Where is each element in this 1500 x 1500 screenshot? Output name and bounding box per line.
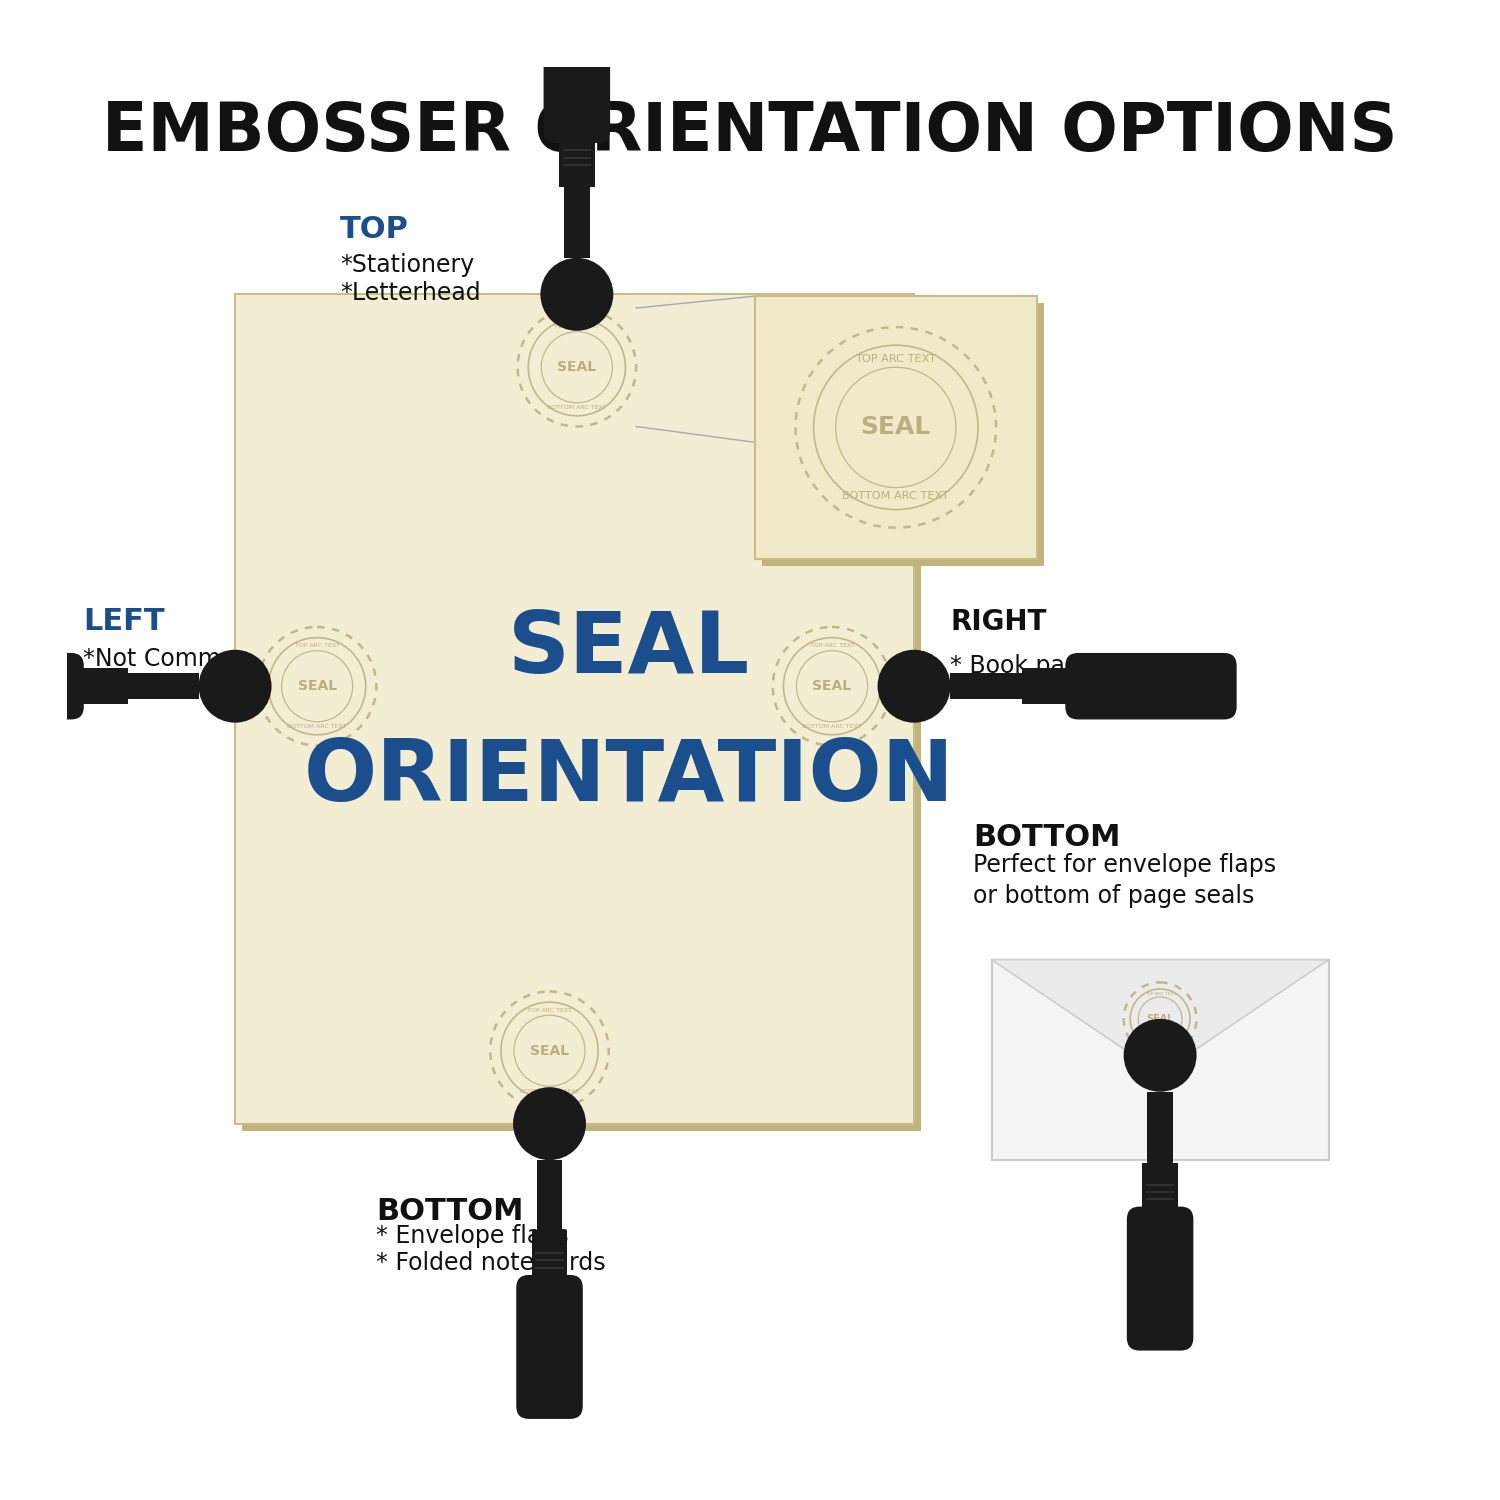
Text: BOTTOM: BOTTOM xyxy=(974,824,1120,852)
FancyBboxPatch shape xyxy=(236,294,913,1124)
Text: TOP: TOP xyxy=(340,214,410,244)
Text: BOTTOM ARC TEXT: BOTTOM ARC TEXT xyxy=(548,405,606,410)
FancyBboxPatch shape xyxy=(754,296,1036,558)
FancyBboxPatch shape xyxy=(0,652,84,720)
FancyBboxPatch shape xyxy=(126,674,198,699)
FancyBboxPatch shape xyxy=(531,1232,567,1290)
FancyBboxPatch shape xyxy=(762,303,1044,566)
Text: or bottom of page seals: or bottom of page seals xyxy=(974,884,1254,908)
Text: SEAL: SEAL xyxy=(1146,1014,1174,1025)
Text: * Folded note cards: * Folded note cards xyxy=(376,1251,606,1275)
Text: TOP ARC TEXT: TOP ARC TEXT xyxy=(1144,992,1176,996)
FancyBboxPatch shape xyxy=(951,674,1023,699)
Text: TOP ARC TEXT: TOP ARC TEXT xyxy=(555,324,600,330)
Text: *Letterhead: *Letterhead xyxy=(340,280,480,304)
Text: LEFT: LEFT xyxy=(82,608,165,636)
Text: SEAL: SEAL xyxy=(813,680,852,693)
Text: SEAL: SEAL xyxy=(297,680,336,693)
Text: BOTTOM ARC TEXT: BOTTOM ARC TEXT xyxy=(1140,1041,1180,1046)
Text: *Not Common: *Not Common xyxy=(82,646,251,670)
FancyBboxPatch shape xyxy=(1126,1206,1194,1350)
FancyBboxPatch shape xyxy=(537,1160,562,1233)
Text: BOTTOM ARC TEXT: BOTTOM ARC TEXT xyxy=(843,490,950,501)
Text: TOP ARC TEXT: TOP ARC TEXT xyxy=(294,644,339,648)
FancyBboxPatch shape xyxy=(543,0,610,142)
Text: *Stationery: *Stationery xyxy=(340,254,474,278)
Text: SEAL: SEAL xyxy=(558,360,597,374)
Polygon shape xyxy=(992,960,1329,1074)
Circle shape xyxy=(540,258,614,332)
Text: BOTTOM ARC TEXT: BOTTOM ARC TEXT xyxy=(288,724,346,729)
Text: Perfect for envelope flaps: Perfect for envelope flaps xyxy=(974,853,1276,877)
Text: BOTTOM ARC TEXT: BOTTOM ARC TEXT xyxy=(520,1089,579,1094)
FancyBboxPatch shape xyxy=(1143,1162,1178,1221)
Text: SEAL: SEAL xyxy=(861,416,932,440)
FancyBboxPatch shape xyxy=(243,302,921,1131)
FancyBboxPatch shape xyxy=(564,184,590,258)
Text: * Envelope flaps: * Envelope flaps xyxy=(376,1224,568,1248)
FancyBboxPatch shape xyxy=(560,129,594,188)
Text: SEAL: SEAL xyxy=(530,1044,568,1058)
FancyBboxPatch shape xyxy=(69,669,128,704)
Text: TOP ARC TEXT: TOP ARC TEXT xyxy=(810,644,855,648)
FancyBboxPatch shape xyxy=(516,1275,584,1419)
Text: SEAL: SEAL xyxy=(509,608,750,692)
Text: EMBOSSER ORIENTATION OPTIONS: EMBOSSER ORIENTATION OPTIONS xyxy=(102,99,1398,165)
Circle shape xyxy=(198,650,272,723)
FancyBboxPatch shape xyxy=(1148,1092,1173,1164)
Circle shape xyxy=(513,1088,586,1160)
Text: RIGHT: RIGHT xyxy=(951,608,1047,636)
Text: * Book page: * Book page xyxy=(951,654,1095,678)
Circle shape xyxy=(1124,1019,1197,1092)
Text: TOP ARC TEXT: TOP ARC TEXT xyxy=(855,354,936,364)
Circle shape xyxy=(878,650,951,723)
FancyBboxPatch shape xyxy=(992,960,1329,1160)
Text: BOTTOM: BOTTOM xyxy=(376,1197,524,1225)
Text: ORIENTATION: ORIENTATION xyxy=(304,736,954,819)
Text: TOP ARC TEXT: TOP ARC TEXT xyxy=(526,1008,572,1013)
Text: BOTTOM ARC TEXT: BOTTOM ARC TEXT xyxy=(802,724,862,729)
FancyBboxPatch shape xyxy=(1065,652,1236,720)
FancyBboxPatch shape xyxy=(1022,669,1080,704)
